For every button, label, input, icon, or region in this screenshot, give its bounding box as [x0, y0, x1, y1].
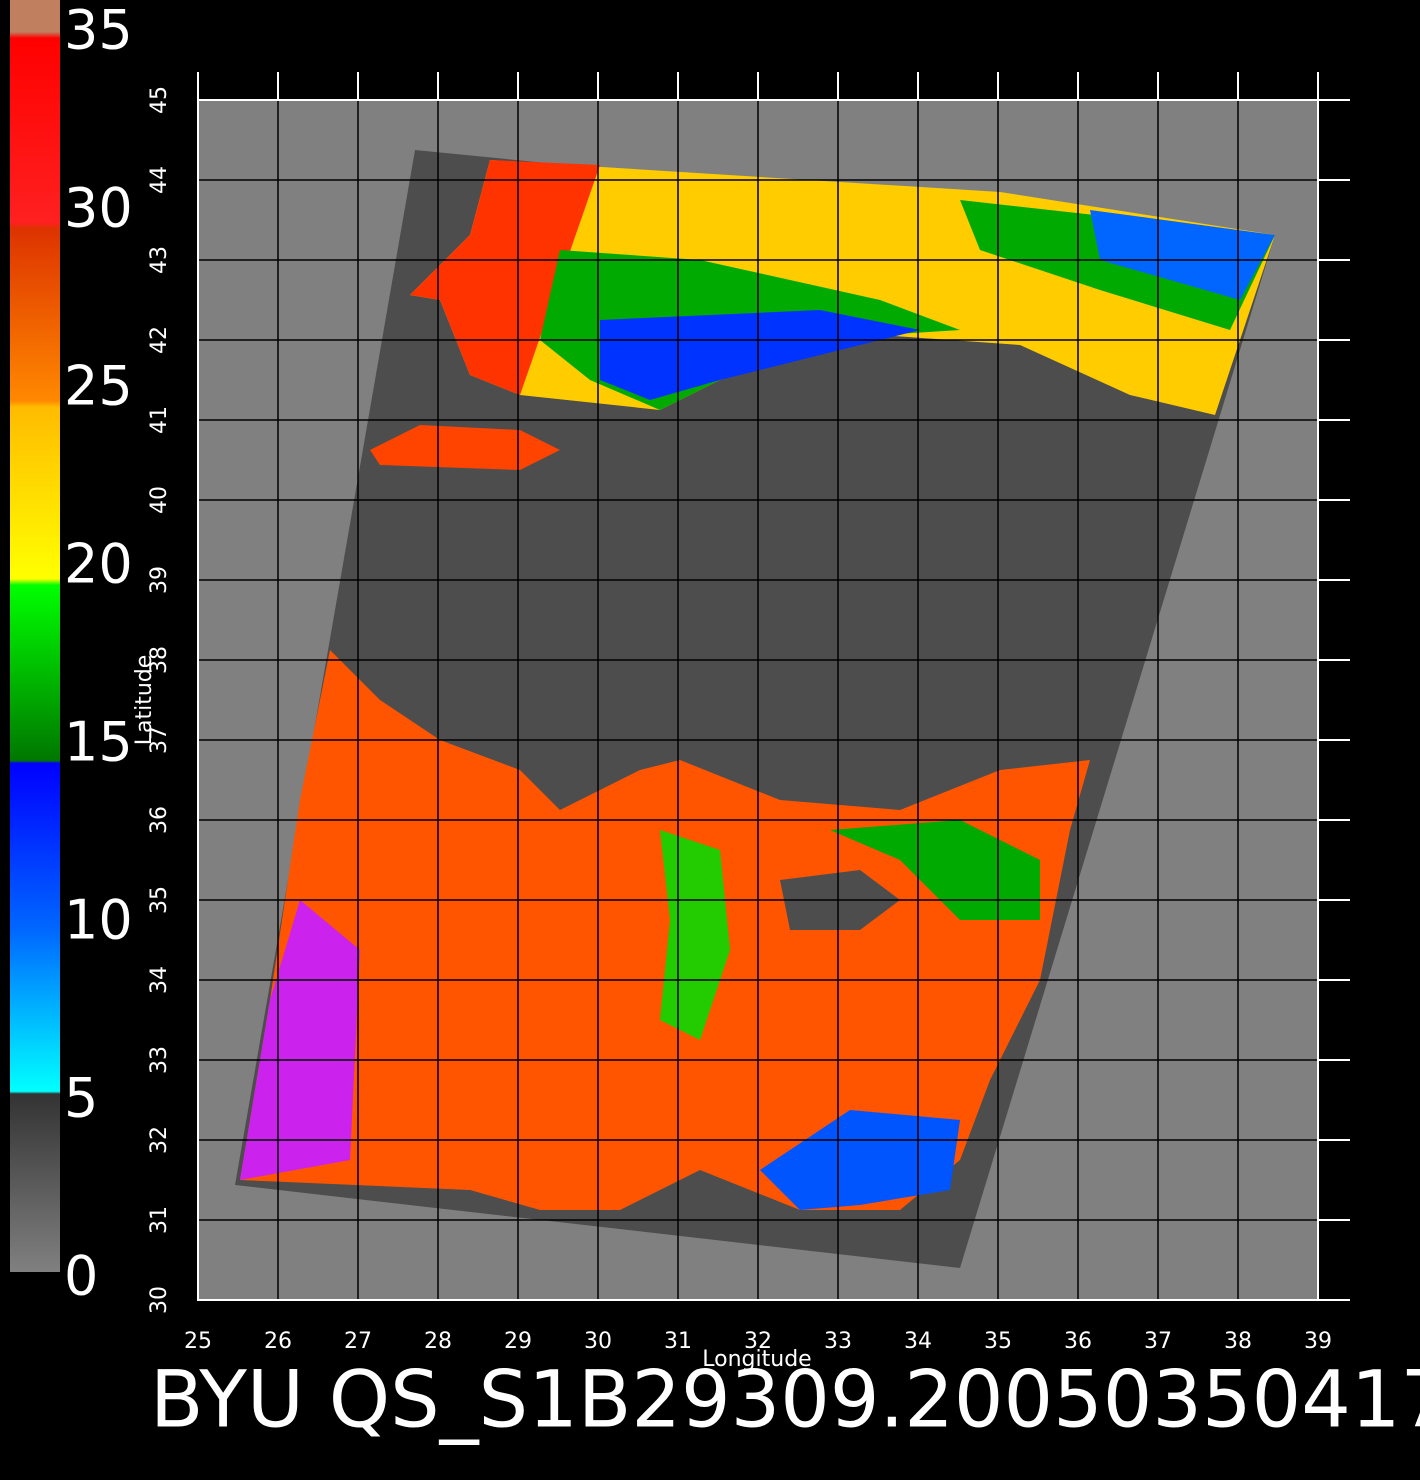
x-tick-label: 37: [1144, 1329, 1172, 1354]
x-axis-label: Longitude: [702, 1347, 811, 1372]
x-tick-label: 28: [424, 1329, 452, 1354]
x-tick-label: 25: [184, 1329, 212, 1354]
south-field-blue: [760, 1110, 960, 1210]
north-field-blue: [600, 310, 920, 400]
north-field-blue-east: [1090, 210, 1275, 300]
y-tick-label: 39: [147, 566, 172, 594]
y-tick-label: 30: [147, 1286, 172, 1314]
colorbar-label: 10: [64, 889, 133, 952]
y-tick-label: 35: [147, 886, 172, 914]
y-tick-label: 42: [147, 326, 172, 354]
y-tick-label: 38: [147, 646, 172, 674]
colorbar-label: 30: [64, 177, 133, 240]
y-tick-label: 40: [147, 486, 172, 514]
x-tick-label: 36: [1064, 1329, 1092, 1354]
colorbar-label: 15: [64, 711, 133, 774]
x-tick-label: 34: [904, 1329, 932, 1354]
y-tick-label: 37: [147, 726, 172, 754]
x-tick-label: 27: [344, 1329, 372, 1354]
y-tick-label: 41: [147, 406, 172, 434]
title: BYU QS_S1B29309.20050350417: [150, 1355, 1420, 1445]
south-field: [240, 650, 1090, 1210]
plot-frame: [197, 99, 1319, 1301]
north-field-red: [410, 160, 600, 395]
island: [370, 425, 560, 470]
x-tick-label: 33: [824, 1329, 852, 1354]
south-field-green-east: [830, 820, 1040, 920]
x-tick-label: 31: [664, 1329, 692, 1354]
y-tick-label: 31: [147, 1206, 172, 1234]
x-tick-label: 35: [984, 1329, 1012, 1354]
y-tick-label: 34: [147, 966, 172, 994]
y-tick-label: 43: [147, 246, 172, 274]
y-tick-label: 36: [147, 806, 172, 834]
y-tick-label: 44: [147, 166, 172, 194]
x-tick-label: 30: [584, 1329, 612, 1354]
x-tick-label: 26: [264, 1329, 292, 1354]
colorbar-label: 35: [64, 0, 133, 62]
colorbar-label: 0: [64, 1245, 98, 1308]
colorbar-label: 20: [64, 533, 133, 596]
colorbar-label: 25: [64, 355, 133, 418]
colorbar: [10, 0, 60, 1272]
colorbar-label: 5: [64, 1067, 98, 1130]
y-tick-label: 45: [147, 86, 172, 114]
x-tick-label: 32: [744, 1329, 772, 1354]
y-tick-label: 32: [147, 1126, 172, 1154]
y-tick-label: 33: [147, 1046, 172, 1074]
y-axis-label: Latitude: [132, 655, 157, 746]
south-field-magenta: [240, 900, 360, 1180]
x-tick-label: 39: [1304, 1329, 1332, 1354]
x-tick-label: 29: [504, 1329, 532, 1354]
x-tick-label: 38: [1224, 1329, 1252, 1354]
